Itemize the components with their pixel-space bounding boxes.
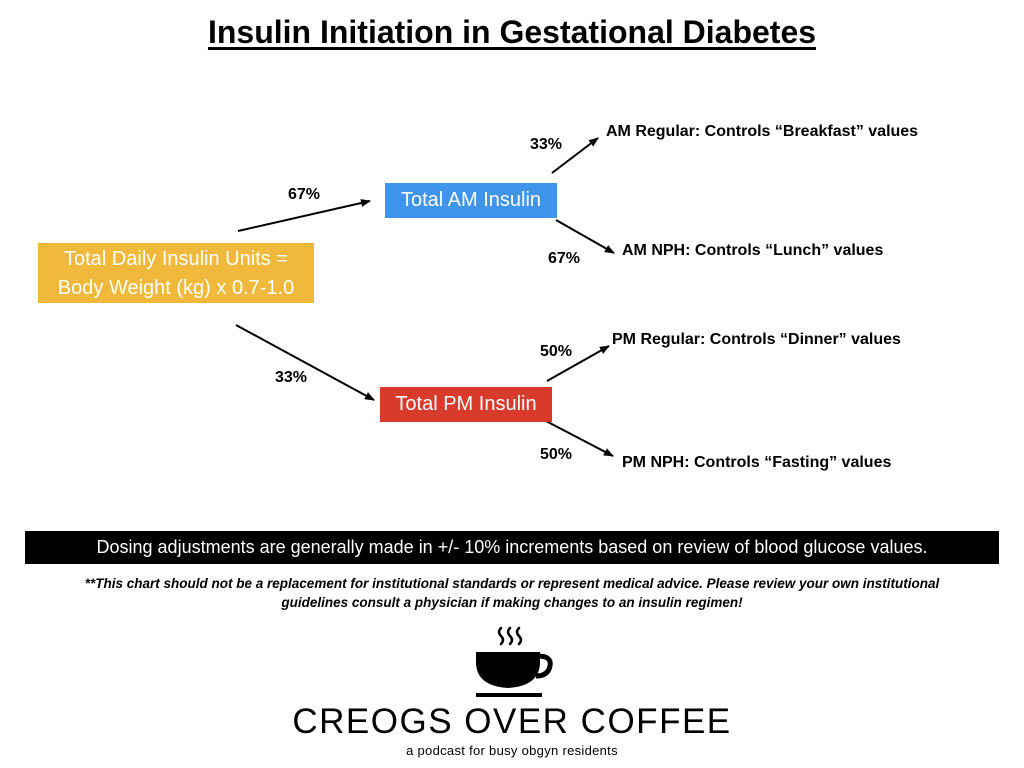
total-am-insulin-box: Total AM Insulin [385,183,557,218]
dosing-adjustment-banner: Dosing adjustments are generally made in… [25,531,999,564]
outcome-am-regular: AM Regular: Controls “Breakfast” values [606,123,919,140]
brand-name: CREOGS OVER COFFEE [292,702,732,741]
outcome-pm-regular: PM Regular: Controls “Dinner” values [612,331,901,348]
page-title: Insulin Initiation in Gestational Diabet… [207,14,817,50]
outcome-am-nph: AM NPH: Controls “Lunch” values [622,242,884,259]
split-total-to-am: 67% [288,186,321,203]
total-pm-insulin-box: Total PM Insulin [380,387,552,422]
disclaimer-line1: **This chart should not be a replacement… [84,576,940,591]
total-daily-insulin-box: Total Daily Insulin Units = Body Weight … [38,243,314,303]
medical-disclaimer: **This chart should not be a replacement… [30,574,994,612]
arrow-total-to-am [237,199,371,232]
total-daily-insulin-line2: Body Weight (kg) x 0.7-1.0 [57,277,295,299]
outcome-pm-nph: PM NPH: Controls “Fasting” values [622,454,892,471]
total-daily-insulin-line1: Total Daily Insulin Units = [64,248,288,270]
arrow-am-to-nph [555,219,615,254]
split-pm-to-regular: 50% [540,343,573,360]
coffee-cup-icon [476,626,553,697]
arrow-pm-to-regular [546,345,610,382]
brand-tagline: a podcast for busy obgyn residents [406,743,618,758]
arrow-am-to-regular [551,137,599,174]
arrow-pm-to-nph [545,420,614,457]
split-pm-to-nph: 50% [540,446,573,463]
split-am-to-nph: 67% [548,250,581,267]
split-total-to-pm: 33% [275,369,308,386]
split-am-to-regular: 33% [530,136,563,153]
arrow-total-to-pm [235,324,375,401]
disclaimer-line2: guidelines consult a physician if making… [281,595,743,610]
